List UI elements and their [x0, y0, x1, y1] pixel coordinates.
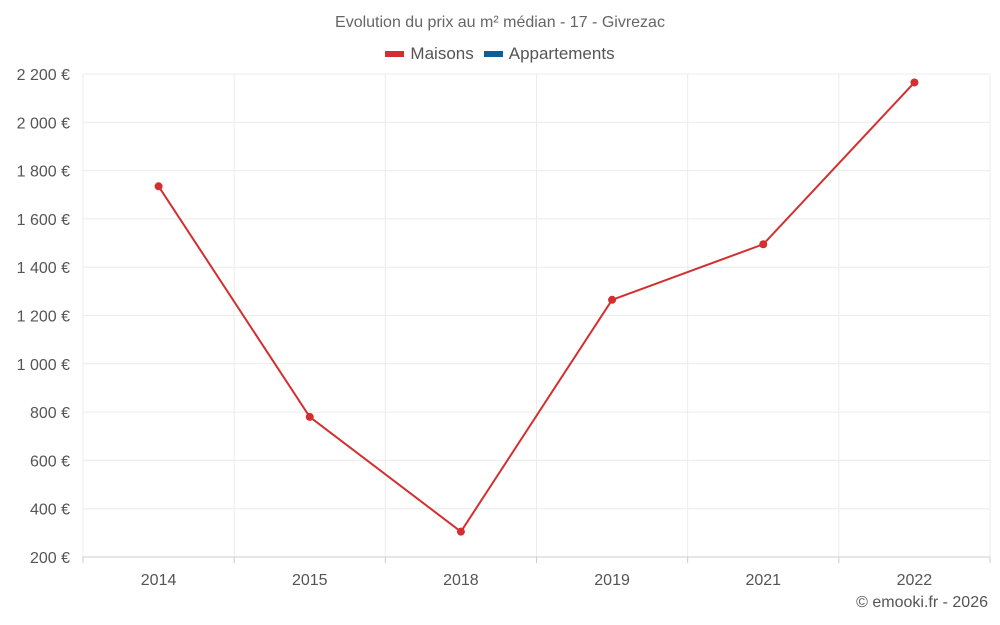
x-tick-label: 2022 [897, 572, 933, 589]
grid [82, 73, 991, 558]
y-tick-label: 2 200 € [17, 67, 70, 84]
legend: Maisons Appartements [0, 44, 1000, 64]
data-point [154, 182, 163, 191]
legend-swatch-appartements [483, 51, 503, 57]
x-tick-label: 2021 [745, 572, 781, 589]
legend-label-appartements: Appartements [508, 44, 615, 63]
data-point [910, 78, 919, 87]
x-tick-label: 2014 [141, 572, 177, 589]
y-tick-label: 1 400 € [17, 260, 70, 277]
x-tick-label: 2018 [443, 572, 479, 589]
y-tick-label: 1 800 € [17, 164, 70, 181]
y-tick-label: 1 200 € [17, 309, 70, 326]
data-point [456, 527, 465, 536]
series-line-maisons [157, 81, 916, 534]
legend-swatch-maisons [385, 51, 405, 57]
legend-label-maisons: Maisons [410, 44, 474, 63]
x-tick-label: 2015 [292, 572, 328, 589]
y-tick-label: 1 000 € [17, 357, 70, 374]
y-tick-label: 200 € [30, 550, 70, 567]
data-point [759, 240, 768, 249]
axes: 200 € 400 € 600 € 800 € 1 000 € 1 200 € 1 400 … [17, 67, 991, 589]
y-tick-label: 400 € [30, 502, 70, 519]
data-point [305, 412, 314, 421]
legend-item-appartements[interactable]: Appartements [483, 44, 615, 64]
chart-title: Evolution du prix au m² médian - 17 - Gi… [335, 14, 665, 31]
y-tick-label: 800 € [30, 405, 70, 422]
y-tick-label: 600 € [30, 453, 70, 470]
y-tick-label: 2 000 € [17, 115, 70, 132]
series-layer [154, 78, 919, 536]
credit-text: © emooki.fr - 2026 [856, 594, 988, 611]
y-tick-label: 1 600 € [17, 212, 70, 229]
data-point [608, 295, 617, 304]
x-tick-label: 2019 [594, 572, 630, 589]
legend-item-maisons[interactable]: Maisons [385, 44, 474, 64]
